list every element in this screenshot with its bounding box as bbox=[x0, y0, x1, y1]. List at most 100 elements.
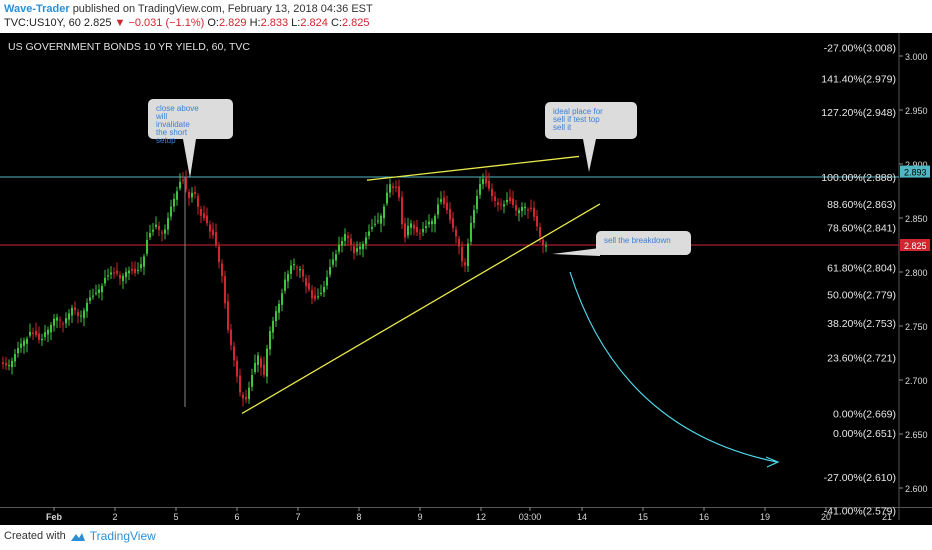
price-scale[interactable] bbox=[899, 33, 932, 507]
candle-body bbox=[452, 218, 454, 228]
fib-price-tag-label: 2.893 bbox=[904, 168, 927, 178]
candle-body bbox=[419, 233, 421, 235]
last-price: 2.825 bbox=[83, 17, 112, 29]
created-with-text: Created with bbox=[4, 530, 66, 542]
fib-label: -41.00%(2.579) bbox=[824, 506, 896, 518]
candle-body bbox=[32, 332, 34, 335]
candle-body bbox=[443, 197, 445, 205]
candle-body bbox=[461, 246, 463, 262]
candle-body bbox=[206, 215, 208, 224]
candle-body bbox=[365, 237, 367, 244]
candle-body bbox=[254, 362, 256, 373]
candle-body bbox=[428, 221, 430, 225]
candle-body bbox=[482, 178, 484, 185]
tradingview-link[interactable]: TradingView bbox=[89, 529, 156, 543]
candle-body bbox=[479, 184, 481, 195]
candle-body bbox=[344, 233, 346, 241]
candle-body bbox=[230, 329, 232, 346]
candle-body bbox=[11, 360, 13, 368]
fib-label: 0.00%(2.651) bbox=[833, 428, 896, 440]
fib-label: 50.00%(2.779) bbox=[827, 290, 896, 302]
candle-body bbox=[266, 348, 268, 377]
candle-body bbox=[101, 285, 103, 293]
candle-body bbox=[464, 262, 466, 266]
candle-body bbox=[38, 333, 40, 340]
y-tick-label: 2.750 bbox=[905, 322, 928, 332]
candle-body bbox=[386, 192, 388, 204]
candle-body bbox=[359, 246, 361, 250]
candle-body bbox=[377, 220, 379, 222]
candle-body bbox=[533, 207, 535, 217]
candle-body bbox=[152, 229, 154, 232]
candle-body bbox=[539, 227, 541, 237]
fib-label: 61.80%(2.804) bbox=[827, 263, 896, 275]
candle-body bbox=[323, 286, 325, 293]
candle-body bbox=[476, 196, 478, 210]
candle-body bbox=[170, 206, 172, 217]
candle-body bbox=[5, 363, 7, 366]
fib-label: 141.40%(2.979) bbox=[821, 74, 896, 86]
candle-body bbox=[449, 208, 451, 220]
y-tick-label: 2.900 bbox=[905, 160, 928, 170]
candle-body bbox=[92, 295, 94, 297]
x-tick-label: 12 bbox=[476, 512, 486, 522]
candle-body bbox=[458, 238, 460, 247]
candle-body bbox=[437, 204, 439, 215]
candle-body bbox=[149, 232, 151, 238]
candle-body bbox=[299, 269, 301, 271]
fib-label: 23.60%(2.721) bbox=[827, 352, 896, 364]
candle-body bbox=[14, 354, 16, 362]
x-tick-label: 21 bbox=[882, 512, 892, 522]
candle-body bbox=[197, 196, 199, 207]
candle-body bbox=[194, 192, 196, 195]
candle-body bbox=[236, 360, 238, 377]
candle-body bbox=[317, 296, 319, 298]
time-scale[interactable] bbox=[0, 507, 932, 525]
candle-body bbox=[260, 358, 262, 368]
callout-pointer-icon bbox=[183, 139, 196, 178]
candle-body bbox=[53, 318, 55, 326]
symbol-bar: TVC:US10Y, 60 2.825 ▼ −0.031 (−1.1%) O:2… bbox=[4, 17, 369, 29]
candle-body bbox=[125, 271, 127, 278]
candle-body bbox=[182, 179, 184, 181]
candle-body bbox=[326, 277, 328, 286]
callout-text: close above will invalidate the short setup bbox=[155, 104, 199, 145]
fib-label: -27.00%(3.008) bbox=[824, 42, 896, 54]
x-tick-label: Feb bbox=[46, 512, 63, 522]
candle-body bbox=[497, 202, 499, 205]
candle-body bbox=[467, 243, 469, 267]
candle-body bbox=[287, 273, 289, 282]
publish-info: Wave-Trader published on TradingView.com… bbox=[4, 3, 373, 15]
candle-body bbox=[341, 240, 343, 246]
candle-body bbox=[293, 264, 295, 266]
callout-box bbox=[545, 102, 637, 139]
candle-body bbox=[116, 270, 118, 274]
candle-body bbox=[212, 229, 214, 236]
candle-body bbox=[272, 320, 274, 333]
close-value: 2.825 bbox=[341, 17, 370, 29]
candle-body bbox=[158, 225, 160, 230]
candle-body bbox=[488, 180, 490, 189]
publish-text: published on TradingView.com, February 1… bbox=[72, 3, 373, 15]
candle-body bbox=[95, 292, 97, 294]
author-link[interactable]: Wave-Trader bbox=[4, 3, 70, 15]
close-label: C: bbox=[330, 17, 342, 29]
candle-body bbox=[26, 338, 28, 344]
fib-label: 38.20%(2.753) bbox=[827, 318, 896, 330]
y-tick-label: 2.650 bbox=[905, 430, 928, 440]
candle-body bbox=[311, 290, 313, 299]
candle-body bbox=[395, 186, 397, 188]
candle-body bbox=[119, 275, 121, 279]
x-tick-label: 8 bbox=[356, 512, 361, 522]
low-value: 2.824 bbox=[300, 17, 328, 29]
candle-body bbox=[527, 209, 529, 211]
resistance-trendline bbox=[366, 155, 580, 181]
x-tick-label: 14 bbox=[577, 512, 587, 522]
candle-body bbox=[545, 245, 547, 247]
candle-body bbox=[380, 215, 382, 224]
x-tick-label: 16 bbox=[699, 512, 709, 522]
candle-body bbox=[104, 277, 106, 284]
candle-body bbox=[434, 216, 436, 225]
price-chart[interactable]: US GOVERNMENT BONDS 10 YR YIELD, 60, TVC… bbox=[0, 33, 932, 525]
